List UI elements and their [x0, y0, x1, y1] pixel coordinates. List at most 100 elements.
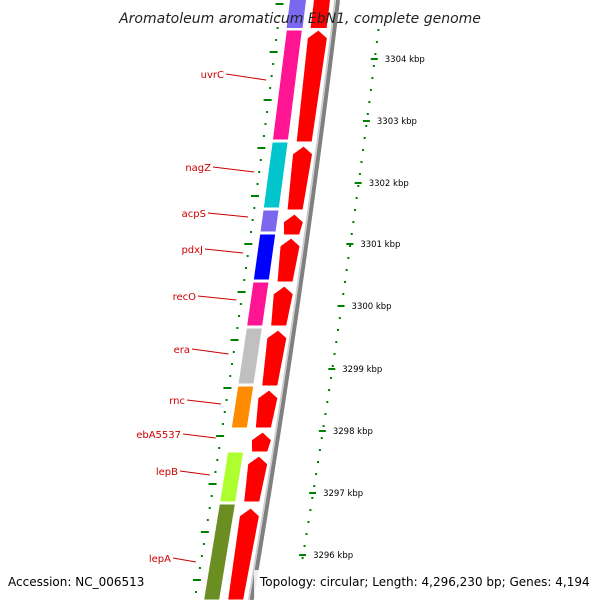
- tick-mark: [250, 195, 259, 197]
- tick-mark: [270, 75, 273, 77]
- map-title: Aromatoleum aromaticum EbN1, complete ge…: [118, 11, 481, 27]
- gene-block-lepB: [219, 451, 245, 503]
- ruler-dot: [374, 53, 377, 55]
- ruler-dot: [309, 509, 312, 511]
- ruler-dot: [363, 137, 366, 139]
- cds-arrow: [295, 29, 328, 143]
- tick-mark: [278, 15, 281, 17]
- kbp-label: 3302 kbp: [369, 179, 409, 189]
- gene-leader-line: [182, 433, 216, 439]
- tick-mark: [266, 111, 269, 113]
- tick-mark: [243, 279, 246, 281]
- kbp-tick: [354, 182, 362, 184]
- ruler-dot: [345, 269, 348, 271]
- gene-label-recO: recO: [173, 292, 197, 303]
- gene-leader-line: [179, 470, 211, 476]
- tick-mark: [232, 351, 235, 353]
- ruler-dot: [342, 293, 345, 295]
- tick-mark: [264, 123, 267, 125]
- cds-arrow: [310, 0, 330, 28]
- ruler-dot: [303, 545, 306, 547]
- tick-mark: [237, 291, 246, 293]
- cds-arrow: [250, 431, 273, 453]
- tick-mark: [214, 471, 217, 473]
- ruler-dot: [368, 101, 371, 103]
- ruler-dot: [360, 161, 363, 163]
- tick-mark: [244, 243, 253, 245]
- cds-arrow: [243, 455, 269, 503]
- ruler-dot: [347, 257, 350, 259]
- tick-mark: [210, 495, 213, 497]
- tick-mark: [262, 135, 265, 137]
- kbp-tick: [337, 305, 345, 307]
- gene-leader-line: [225, 73, 267, 81]
- kbp-tick: [362, 120, 370, 122]
- accession-text: Accession: NC_006513: [8, 575, 144, 589]
- cds-arrow: [227, 507, 260, 600]
- tick-mark: [198, 567, 201, 569]
- kbp-tick: [346, 243, 354, 245]
- gene-block-nagZ: [262, 141, 289, 209]
- cds-arrow: [276, 237, 301, 283]
- kbp-labels: 3304 kbp 3303 kbp 3302 kbp 3301 kbp 3300 kbp…: [299, 55, 425, 561]
- ruler-dot: [324, 413, 327, 415]
- tick-mark: [200, 555, 203, 557]
- backbone-highlight: [247, 0, 336, 600]
- gene-label-acpS: acpS: [182, 209, 206, 220]
- ruler-dot: [365, 125, 368, 127]
- ruler-dot: [320, 437, 323, 439]
- kbp-label: 3304 kbp: [385, 55, 425, 65]
- kbp-label: 3297 kbp: [323, 489, 363, 499]
- ruler-dot: [371, 77, 374, 79]
- cds-arrow: [286, 145, 314, 211]
- gene-labels: uvrC nagZ acpS pdxJ recO era rnc ebA5537 lepB lep…: [136, 70, 267, 565]
- tick-mark: [230, 339, 239, 341]
- tick-mark: [239, 303, 242, 305]
- gene-leader-line: [172, 557, 197, 563]
- gene-leader-line: [191, 348, 229, 355]
- tick-mark: [250, 231, 253, 233]
- ruler-dot: [307, 521, 310, 523]
- gene-label-lepB: lepB: [156, 467, 178, 478]
- tick-mark: [276, 27, 279, 29]
- gene-leader-line: [197, 295, 237, 301]
- gene-leader-line: [186, 399, 222, 405]
- ruler-dot: [337, 329, 340, 331]
- ruler-dot: [372, 65, 375, 67]
- ruler-dot: [355, 197, 358, 199]
- tick-mark: [221, 423, 224, 425]
- tick-mark: [216, 459, 219, 461]
- ruler-dot: [329, 377, 332, 379]
- ruler-dot: [335, 341, 338, 343]
- gene-label-lepA: lepA: [149, 554, 171, 565]
- kbp-label: 3296 kbp: [313, 551, 353, 561]
- gene-label-ebA5537: ebA5537: [136, 430, 181, 441]
- tick-mark: [208, 483, 217, 485]
- gene-label-era: era: [174, 345, 190, 356]
- gene-block-rnc: [230, 385, 255, 429]
- ruler-dot: [313, 485, 316, 487]
- tick-mark: [208, 507, 211, 509]
- ruler-dot: [349, 245, 352, 247]
- tick-mark: [231, 363, 234, 365]
- gene-block: [286, 0, 306, 28]
- ruler-dot: [358, 173, 361, 175]
- ruler-dot: [338, 317, 341, 319]
- gene-label-uvrC: uvrC: [201, 70, 224, 81]
- tick-mark: [263, 99, 272, 101]
- ruler-dot: [317, 461, 320, 463]
- ruler-dot: [354, 209, 357, 211]
- gene-label-nagZ: nagZ: [185, 163, 211, 174]
- gene-block-lepA: [203, 503, 236, 600]
- tick-mark: [258, 171, 261, 173]
- cds-arrow: [282, 213, 304, 236]
- ruler-dot: [369, 89, 372, 91]
- ruler-dot: [375, 41, 378, 43]
- ruler-dot: [377, 29, 380, 31]
- cds-track: [227, 0, 330, 600]
- gene-block-recO: [246, 281, 270, 327]
- ruler-dot: [305, 533, 308, 535]
- kbp-label: 3300 kbp: [352, 302, 392, 312]
- ruler-dot: [328, 389, 331, 391]
